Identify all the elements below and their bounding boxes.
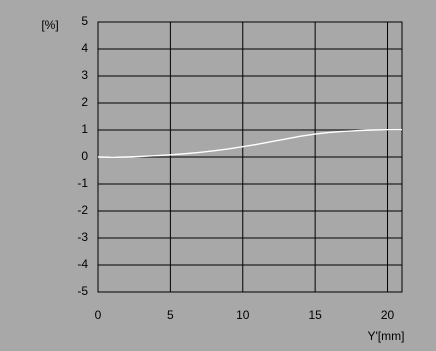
y-tick-label: 5	[81, 14, 88, 28]
series-layer	[97, 129, 402, 158]
y-axis-label: [%]	[41, 18, 58, 32]
y-tick-label: -5	[77, 284, 88, 298]
x-tick-label: 10	[236, 308, 250, 322]
y-tick-label: 4	[81, 41, 88, 55]
y-tick-label: 2	[81, 95, 88, 109]
y-tick-label: -3	[77, 230, 88, 244]
y-tick-label: 0	[81, 149, 88, 163]
x-tick-label: 20	[381, 308, 395, 322]
y-tick-label: 3	[81, 68, 88, 82]
y-tick-label: -4	[77, 257, 88, 271]
y-tick-label: -1	[77, 176, 88, 190]
labels-layer: -5 -4 -3 -2 -1 0 1 2 3 4 5 0 5 10 15 20	[77, 14, 394, 322]
x-tick-label: 5	[167, 308, 174, 322]
y-tick-label: -2	[77, 203, 88, 217]
x-axis-label: Y'[mm]	[368, 329, 405, 343]
series-line	[97, 129, 402, 158]
x-tick-label: 15	[308, 308, 322, 322]
x-tick-label: 0	[95, 308, 102, 322]
y-tick-label: 1	[81, 122, 88, 136]
